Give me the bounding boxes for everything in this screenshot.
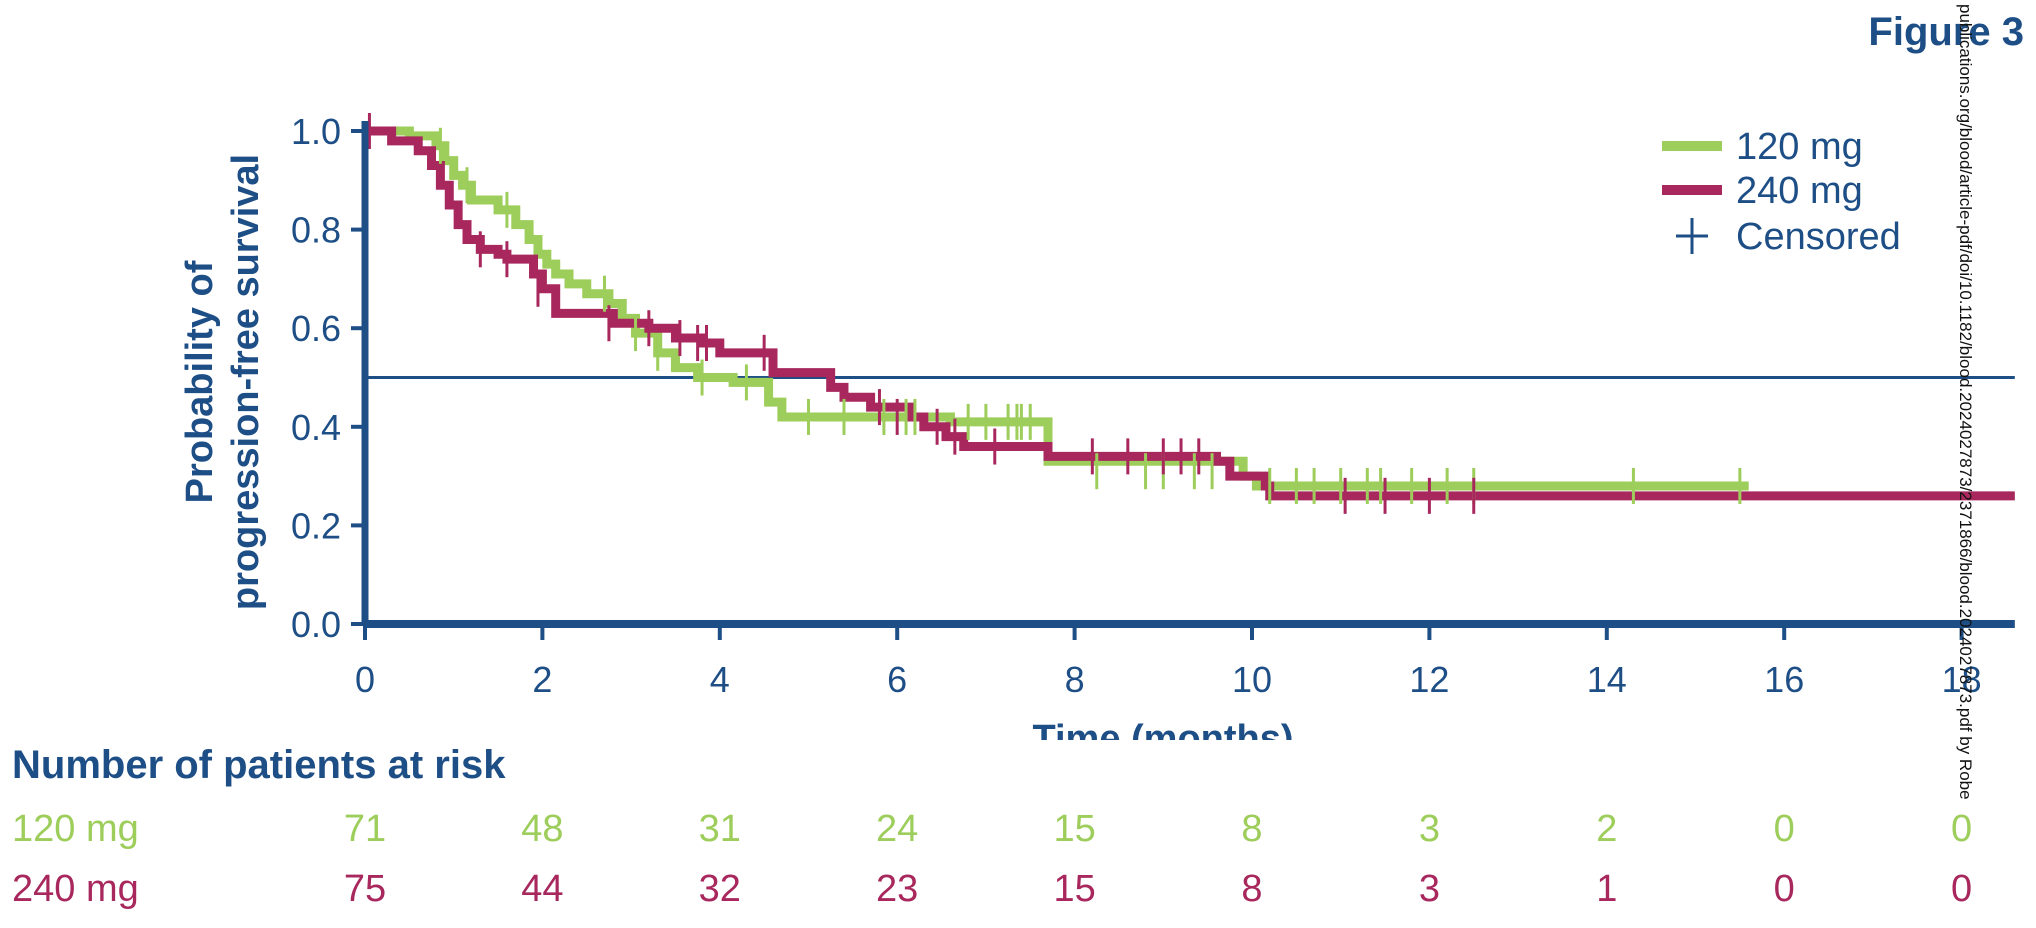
y-tick-label: 0.2: [291, 505, 341, 546]
risk-cell: 1: [1596, 868, 1618, 910]
risk-cell: 75: [343, 868, 387, 910]
legend-label: Censored: [1736, 216, 1901, 258]
y-tick-label: 0.4: [291, 407, 341, 448]
risk-cell: 15: [1053, 808, 1096, 850]
risk-cell: 0: [1951, 808, 1973, 850]
risk-cell: 24: [876, 808, 919, 850]
risk-cell: 3: [1418, 868, 1440, 910]
y-tick-label: 0.0: [291, 604, 341, 645]
x-tick-label: 12: [1409, 659, 1449, 700]
risk-cell: 0: [1773, 808, 1795, 850]
risk-cell: 8: [1241, 868, 1263, 910]
x-tick-label: 18: [1942, 659, 1982, 700]
x-tick-label: 10: [1232, 659, 1272, 700]
x-tick-label: 8: [1065, 659, 1085, 700]
y-axis-title-line1: Probability of: [179, 260, 221, 503]
risk-cell: 32: [698, 868, 741, 910]
risk-row-240mg: 240 mg 75 44 32 23 15 8 3 1 0 0: [0, 868, 2036, 918]
x-tick-label: 0: [355, 659, 375, 700]
risk-row-label: 120 mg: [12, 808, 139, 850]
risk-cell: 31: [698, 808, 741, 850]
y-axis-title-line2: progression-free survival: [225, 154, 267, 610]
risk-cell: 0: [1951, 868, 1973, 910]
x-tick-label: 16: [1764, 659, 1804, 700]
km-curve-120mg: [365, 126, 1749, 491]
x-tick-label: 14: [1587, 659, 1627, 700]
risk-cell: 23: [876, 868, 919, 910]
legend-label: 240 mg: [1736, 170, 1863, 212]
figure-label: Figure 3: [1868, 10, 2024, 54]
risk-row-label: 240 mg: [12, 868, 139, 910]
risk-cell: 3: [1418, 808, 1440, 850]
watermark-text: publications.org/blood/article-pdf/doi/1…: [1956, 4, 1975, 800]
risk-cell: 71: [343, 808, 387, 850]
risk-cell: 48: [521, 808, 564, 850]
risk-row-120mg: 120 mg 71 48 31 24 15 8 3 2 0 0: [0, 808, 2036, 858]
y-tick-label: 0.8: [291, 210, 341, 251]
risk-cell: 2: [1596, 808, 1618, 850]
x-tick-label: 4: [710, 659, 730, 700]
risk-cell: 15: [1053, 868, 1096, 910]
x-axis-title: Time (months): [1032, 718, 1293, 740]
km-chart: 0.0 0.2 0.4 0.6 0.8 1.0 0 2 4 6 8 10 12 14 16 18 Time (m…: [179, 111, 2015, 740]
download-watermark: publications.org/blood/article-pdf/doi/1…: [1955, 4, 1979, 924]
risk-cell: 44: [521, 868, 564, 910]
y-tick-label: 0.6: [291, 308, 341, 349]
legend-label: 120 mg: [1736, 126, 1863, 168]
x-tick-label: 6: [887, 659, 907, 700]
y-tick-label: 1.0: [291, 111, 341, 152]
risk-table-title: Number of patients at risk: [12, 743, 506, 787]
risk-cell: 8: [1241, 808, 1263, 850]
km-curve-240mg: [365, 126, 2015, 501]
x-tick-label: 2: [532, 659, 552, 700]
risk-cell: 0: [1773, 868, 1795, 910]
